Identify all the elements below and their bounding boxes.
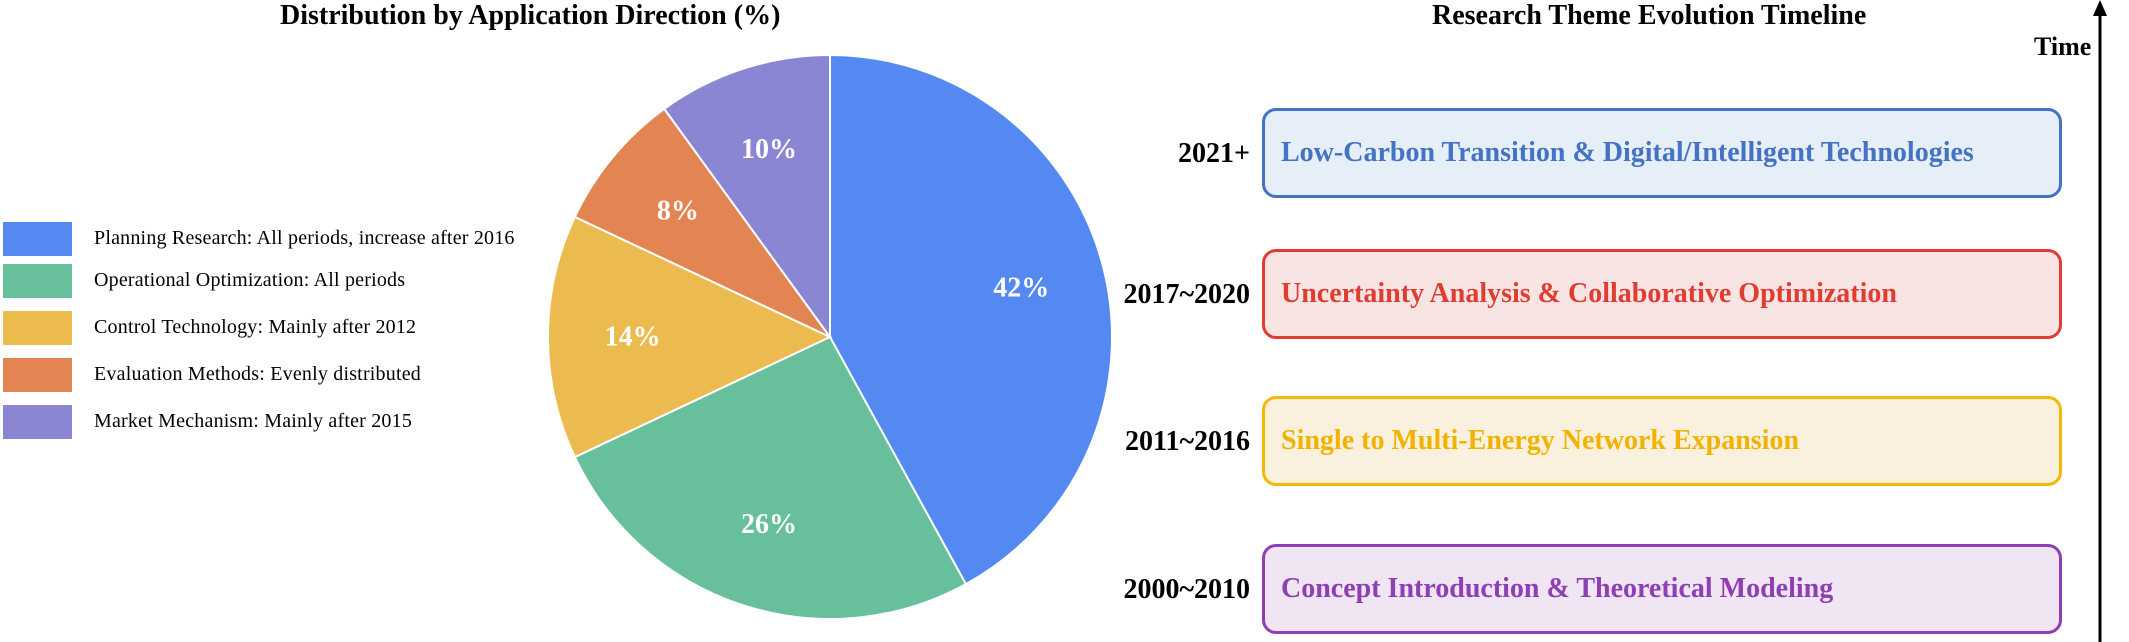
pie-slice-label-3: 8%: [657, 196, 699, 227]
timeline-theme-box: Single to Multi-Energy Network Expansion: [1262, 396, 2062, 486]
pie-slice-4: [662, 53, 831, 341]
legend-label: Evaluation Methods: Evenly distributed: [94, 363, 421, 385]
timeline-theme-label: Single to Multi-Energy Network Expansion: [1281, 425, 1800, 456]
pie-slice-2: [547, 215, 833, 459]
timeline-theme-label: Concept Introduction & Theoretical Model…: [1281, 573, 1834, 604]
pie-slice-label-0: 42%: [993, 272, 1049, 303]
legend-item-evaluation: Evaluation Methods: Evenly distributed: [0, 358, 570, 392]
timeline-theme-box: Uncertainty Analysis & Collaborative Opt…: [1262, 249, 2062, 339]
timeline-period: 2011~2016: [1124, 426, 1250, 457]
legend-label: Market Mechanism: Mainly after 2015: [94, 410, 413, 432]
legend-label: Operational Optimization: All periods: [94, 269, 406, 291]
timeline-theme-label: Low-Carbon Transition & Digital/Intellig…: [1281, 137, 1974, 168]
legend-item-control: Control Technology: Mainly after 2012: [0, 311, 570, 345]
legend-item-planning: Planning Research: All periods, increase…: [0, 222, 570, 256]
legend-swatch: [3, 311, 72, 345]
legend-label: Control Technology: Mainly after 2012: [94, 316, 417, 338]
legend-item-operational: Operational Optimization: All periods: [0, 264, 570, 298]
legend-swatch: [3, 264, 72, 298]
legend-swatch: [3, 358, 72, 392]
timeline-theme-box: Concept Introduction & Theoretical Model…: [1262, 544, 2062, 634]
time-axis-label: Time: [2034, 32, 2092, 61]
pie-slice-1: [573, 335, 968, 620]
pie-slice-label-1: 26%: [741, 509, 797, 540]
timeline-title: Research Theme Evolution Timeline: [1432, 0, 1867, 31]
time-axis-arrow: [2093, 0, 2107, 642]
timeline-theme-label: Uncertainty Analysis & Collaborative Opt…: [1281, 278, 1897, 309]
pie-slice-3: [573, 107, 831, 338]
timeline-theme-box: Low-Carbon Transition & Digital/Intellig…: [1262, 108, 2062, 198]
pie-chart-title: Distribution by Application Direction (%…: [280, 0, 781, 31]
pie-slice-label-2: 14%: [605, 322, 661, 353]
legend-swatch: [3, 405, 72, 439]
pie-slice-label-4: 10%: [741, 134, 797, 165]
timeline-period: 2021+: [1178, 138, 1250, 169]
legend-item-market: Market Mechanism: Mainly after 2015: [0, 405, 570, 439]
timeline-period: 2000~2010: [1123, 574, 1250, 605]
timeline-period: 2017~2020: [1123, 279, 1250, 310]
pie-slice-0: [829, 53, 1113, 586]
legend-label: Planning Research: All periods, increase…: [94, 227, 515, 249]
legend-swatch: [3, 222, 72, 256]
